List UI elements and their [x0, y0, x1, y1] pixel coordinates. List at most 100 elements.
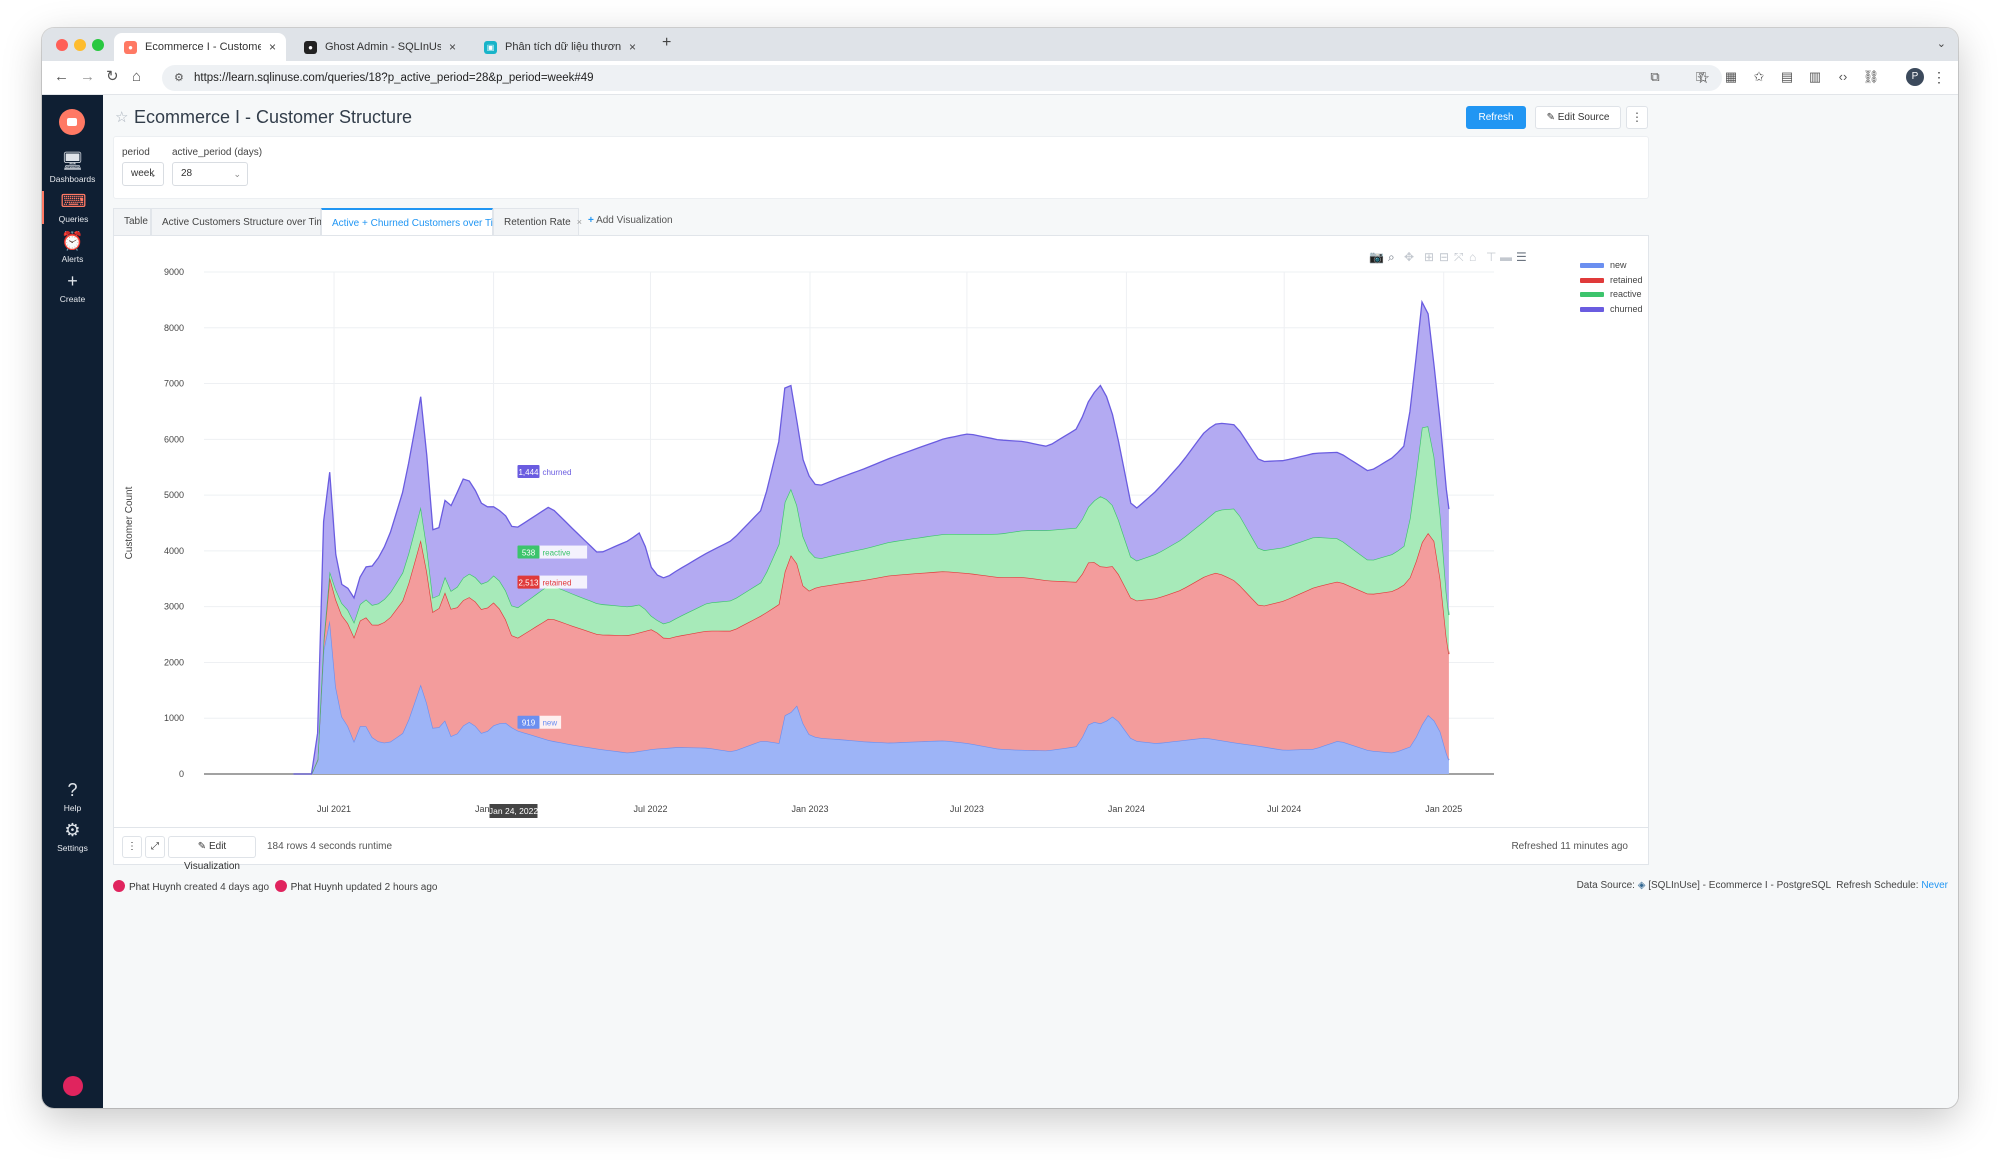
sidebar-item-create[interactable]: + Create: [42, 271, 103, 304]
autoscale-icon[interactable]: ⤧: [1454, 250, 1464, 264]
minimize-window-icon[interactable]: [74, 39, 86, 51]
chevron-down-icon: ⌄: [233, 169, 241, 179]
legend-item-churned[interactable]: churned: [1580, 304, 1643, 319]
tab-label: Table: [124, 216, 148, 227]
legend-item-reactive[interactable]: reactive: [1580, 289, 1643, 304]
pan-icon[interactable]: ✥: [1404, 250, 1415, 264]
zoom-icon[interactable]: ⌕: [1388, 250, 1395, 264]
sidebar-item-queries[interactable]: ⌨ Queries: [42, 191, 103, 224]
sidebar-panel-icon[interactable]: ▥: [1808, 69, 1822, 84]
bookmark-star-icon[interactable]: ☆: [1696, 70, 1710, 87]
tab-active-churned-customers[interactable]: Active + Churned Customers over Time×: [321, 208, 518, 236]
hover-closest-icon[interactable]: ▬: [1500, 250, 1512, 264]
tab-search-chevron-icon[interactable]: ⌄: [1936, 38, 1946, 50]
tab-title: Ecommerce I - Customer Stru: [145, 41, 261, 53]
code-icon[interactable]: ‹›: [1838, 69, 1848, 84]
qr-icon[interactable]: ▦: [1724, 69, 1738, 84]
tab-active-customers-structure[interactable]: Active Customers Structure over Time×: [151, 208, 342, 235]
help-circle-icon: ?: [67, 780, 78, 800]
home-icon[interactable]: ⌂: [132, 68, 142, 85]
sidebar-item-alerts[interactable]: ⏰ Alerts: [42, 231, 103, 264]
site-settings-icon[interactable]: ⚙: [174, 72, 184, 84]
sidebar-item-label: Settings: [57, 843, 88, 853]
browser-tab-phan-tich[interactable]: ▣ Phân tích dữ liệu thương mại ×: [474, 33, 646, 61]
browser-tab-ghost[interactable]: ● Ghost Admin - SQLInUse ×: [294, 33, 466, 61]
sheet-favicon-icon: ▣: [484, 40, 497, 54]
hover-value-churned: 1,444: [518, 468, 539, 477]
tab-title: Phân tích dữ liệu thương mại: [505, 41, 621, 53]
spike-lines-icon[interactable]: ⊤: [1486, 250, 1497, 264]
camera-icon[interactable]: 📷: [1369, 250, 1384, 264]
period-value: week: [131, 168, 155, 179]
close-tab-icon[interactable]: ×: [268, 40, 276, 54]
x-tick-label: Jul 2023: [950, 804, 984, 814]
forward-icon[interactable]: →: [80, 68, 95, 85]
hover-value-new: 919: [522, 719, 536, 728]
data-source-meta: Data Source: ◈ [SQLInUse] - Ecommerce I …: [1577, 880, 1948, 891]
hover-name-new: new: [542, 719, 557, 728]
tab-label: Active + Churned Customers over Time: [332, 218, 507, 229]
refresh-schedule-link[interactable]: Never: [1921, 880, 1948, 891]
hover-name-retained: retained: [542, 579, 571, 588]
refresh-button[interactable]: Refresh: [1466, 106, 1526, 129]
back-icon[interactable]: ←: [54, 68, 69, 85]
key-icon[interactable]: ⚿: [1696, 69, 1706, 84]
edit-visualization-button[interactable]: ✎ Edit Visualization: [168, 836, 256, 872]
favorite-star-icon[interactable]: ☆: [115, 109, 129, 126]
profile-avatar[interactable]: P: [1906, 68, 1924, 86]
y-tick-label: 3000: [164, 602, 184, 612]
extensions-icon[interactable]: ⧉: [1650, 69, 1660, 84]
sidebar-item-dashboards[interactable]: 🖥 Dashboards: [42, 151, 103, 184]
more-actions-button[interactable]: ⋮: [1626, 106, 1648, 129]
new-tab-icon[interactable]: +: [662, 34, 672, 51]
sidebar-item-help[interactable]: ? Help: [42, 780, 103, 813]
zoom-in-icon[interactable]: ⊞: [1424, 250, 1435, 264]
close-tab-icon[interactable]: ×: [628, 40, 636, 54]
redash-logo[interactable]: [59, 109, 85, 135]
reload-icon[interactable]: ↻: [106, 68, 119, 85]
reading-list-icon[interactable]: ▤: [1780, 69, 1794, 84]
series-area-new: [293, 620, 1449, 774]
tab-label: Retention Rate: [504, 217, 571, 228]
area-chart[interactable]: 0 1000 2000 3000 4000 5000 6000 7000 8000 9000 Jul…: [114, 236, 1648, 827]
bug-icon[interactable]: ⛓: [1862, 69, 1880, 84]
period-select[interactable]: week ⌄: [122, 162, 164, 186]
legend-item-retained[interactable]: retained: [1580, 275, 1643, 290]
close-tab-icon[interactable]: ×: [576, 217, 582, 227]
refresh-schedule-label: Refresh Schedule:: [1836, 880, 1919, 891]
x-tick-label: Jul 2024: [1267, 804, 1301, 814]
reset-axes-icon[interactable]: ⌂: [1469, 250, 1477, 264]
legend-item-new[interactable]: new: [1580, 260, 1643, 275]
close-window-icon[interactable]: [56, 39, 68, 51]
hover-value-box-retained: [517, 575, 540, 589]
main-content: ☆ Ecommerce I - Customer Structure Refre…: [103, 95, 1958, 1108]
edit-source-button[interactable]: ✎ Edit Source: [1535, 106, 1621, 129]
maximize-window-icon[interactable]: [92, 39, 104, 51]
add-visualization-button[interactable]: + Add Visualization: [588, 208, 673, 235]
legend-label: new: [1610, 260, 1627, 270]
updated-text: updated 2 hours ago: [345, 882, 438, 893]
sidebar-item-settings[interactable]: ⚙ Settings: [42, 820, 103, 853]
hover-compare-icon[interactable]: ☰: [1516, 250, 1527, 264]
zoom-out-icon[interactable]: ⊟: [1439, 250, 1450, 264]
series-area-retained: [293, 533, 1449, 774]
ghost-favicon-icon: ●: [304, 40, 317, 54]
hover-name-box-new: [539, 715, 562, 729]
tab-label: Active Customers Structure over Time: [162, 217, 331, 228]
fullscreen-button[interactable]: ⤢: [145, 836, 165, 858]
footer-menu-button[interactable]: ⋮: [122, 836, 142, 858]
url-field[interactable]: ⚙ https://learn.sqlinuse.com/queries/18?…: [162, 65, 1722, 91]
active-period-select[interactable]: 28 ⌄: [172, 162, 248, 186]
favorites-icon[interactable]: ✩: [1753, 69, 1765, 84]
parameters-panel: period week ⌄ active_period (days) 28 ⌄: [113, 136, 1649, 199]
hover-x-box: [489, 804, 538, 818]
tab-retention-rate[interactable]: Retention Rate ×: [493, 208, 582, 235]
data-source-name: [SQLInUse] - Ecommerce I - PostgreSQL: [1648, 880, 1831, 891]
user-avatar[interactable]: [63, 1076, 83, 1096]
browser-menu-icon[interactable]: ⋮: [1932, 69, 1946, 85]
browser-tab-ecommerce[interactable]: ● Ecommerce I - Customer Stru ×: [114, 33, 286, 61]
tab-table[interactable]: Table: [113, 208, 151, 235]
x-tick-label: Jul 2021: [317, 804, 351, 814]
close-tab-icon[interactable]: ×: [448, 40, 456, 54]
plus-icon: +: [67, 271, 78, 291]
